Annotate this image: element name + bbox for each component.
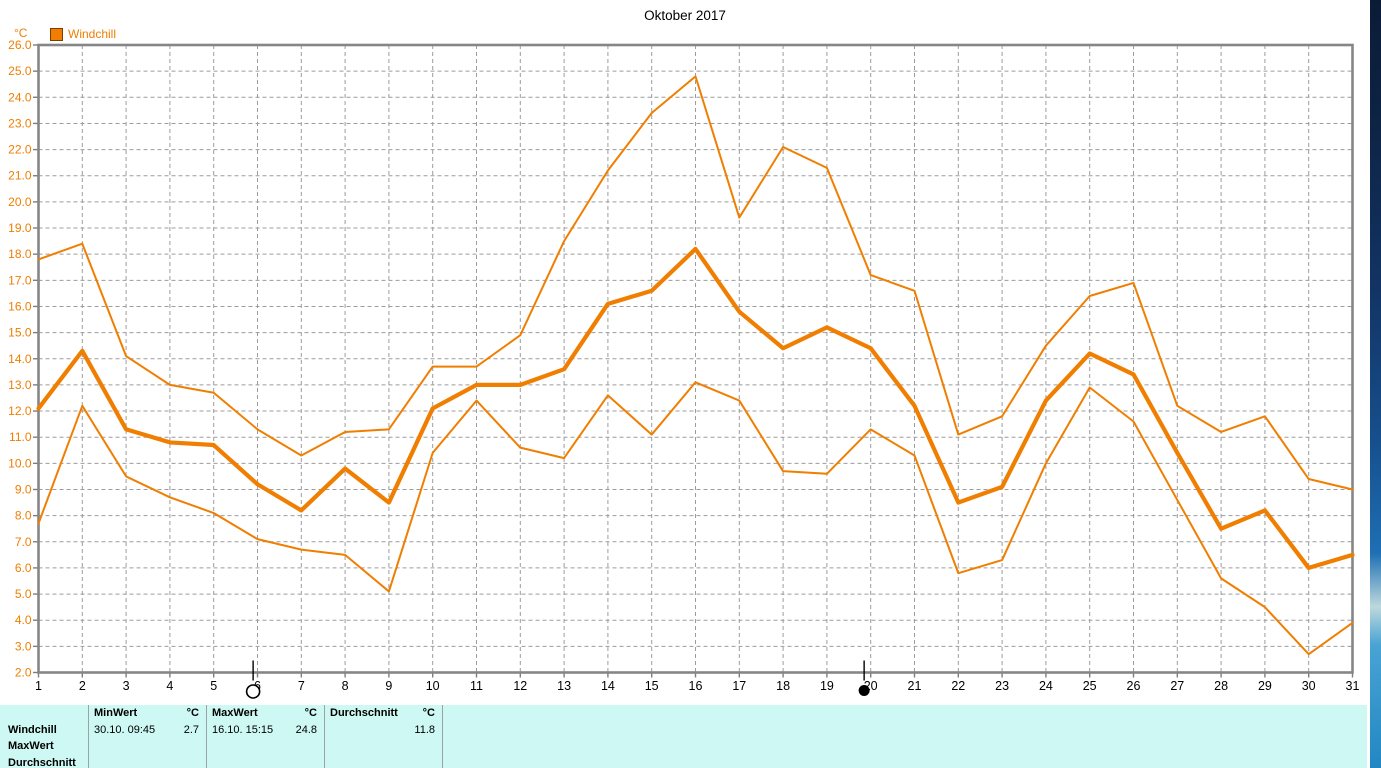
y-axis-labels: 2.0 3.0 4.0 5.0 6.0 7.0 8.0 9.0 10.0 11.0 12.0 13.0… (8, 38, 32, 680)
svg-text:3: 3 (123, 679, 130, 693)
svg-text:22.0: 22.0 (8, 143, 32, 157)
svg-text:14: 14 (601, 679, 615, 693)
durchschnitt-unit: °C (422, 707, 435, 719)
gridlines (38, 45, 1353, 673)
svg-text:28: 28 (1214, 679, 1228, 693)
svg-text:9: 9 (385, 679, 392, 693)
y-axis-unit-label: °C (14, 26, 28, 40)
svg-text:8.0: 8.0 (15, 509, 32, 523)
svg-text:16.0: 16.0 (8, 299, 32, 313)
table-row-label-maxwert: MaxWert (8, 740, 54, 752)
svg-text:17: 17 (732, 679, 746, 693)
svg-text:11: 11 (470, 679, 483, 693)
svg-text:7.0: 7.0 (15, 535, 32, 549)
series-line-maxwert (37, 75, 1354, 491)
svg-text:7: 7 (298, 679, 305, 693)
svg-text:24: 24 (1039, 679, 1053, 693)
table-header-spacer (8, 705, 88, 722)
new-moon-icon (858, 685, 870, 696)
table-row-labels-column: Windchill MaxWert Durchschnitt (0, 705, 88, 768)
maxwert-header: MaxWert (212, 707, 258, 719)
table-column-durchschnitt: Durchschnitt °C 11.8 (324, 705, 442, 768)
svg-text:21.0: 21.0 (8, 169, 32, 183)
moon-phase-markers (245, 660, 870, 699)
minwert-header: MinWert (94, 707, 138, 719)
plot-frame (37, 43, 1354, 674)
full-moon-icon (245, 684, 261, 699)
svg-text:10: 10 (426, 679, 440, 693)
table-empty-column (442, 705, 1367, 768)
svg-text:2.0: 2.0 (15, 666, 32, 680)
svg-text:9.0: 9.0 (15, 482, 32, 496)
svg-text:1: 1 (35, 679, 42, 693)
svg-text:29: 29 (1258, 679, 1272, 693)
maxwert-value: 24.8 (295, 723, 317, 736)
minwert-datetime: 30.10. 09:45 (94, 723, 156, 736)
svg-text:26: 26 (1127, 679, 1141, 693)
svg-text:5.0: 5.0 (15, 587, 32, 601)
svg-text:31: 31 (1346, 679, 1360, 693)
svg-text:8: 8 (342, 679, 349, 693)
svg-text:12.0: 12.0 (8, 404, 32, 418)
svg-text:5: 5 (210, 679, 217, 693)
svg-text:16: 16 (689, 679, 703, 693)
series-line-minwert (37, 381, 1354, 656)
svg-text:26.0: 26.0 (8, 38, 32, 52)
minwert-unit: °C (186, 707, 199, 719)
svg-text:18: 18 (776, 679, 790, 693)
svg-text:15: 15 (645, 679, 659, 693)
axes (33, 43, 1354, 678)
table-column-minwert: MinWert °C 30.10. 09:45 2.7 (88, 705, 206, 768)
windchill-line-chart: 2.0 3.0 4.0 5.0 6.0 7.0 8.0 9.0 10.0 11.0 12.0 13.0… (8, 38, 1359, 699)
durchschnitt-header: Durchschnitt (330, 707, 398, 719)
x-axis-labels: 1234567891011121314151617181920212223242… (35, 679, 1359, 693)
maxwert-unit: °C (304, 707, 317, 719)
svg-text:25: 25 (1083, 679, 1097, 693)
table-row-label-durchschnitt: Durchschnitt (8, 756, 76, 768)
maxwert-datetime: 16.10. 15:15 (212, 723, 274, 736)
svg-text:22: 22 (951, 679, 965, 693)
durchschnitt-value: 11.8 (414, 723, 435, 736)
legend-swatch-icon (50, 27, 63, 41)
svg-text:17.0: 17.0 (8, 273, 32, 287)
svg-text:30: 30 (1302, 679, 1316, 693)
table-row-label-windchill: Windchill (8, 723, 57, 736)
svg-text:4: 4 (166, 679, 173, 693)
svg-text:15.0: 15.0 (8, 326, 32, 340)
svg-text:19.0: 19.0 (8, 221, 32, 235)
page-title: Oktober 2017 (644, 8, 726, 23)
svg-text:11.0: 11.0 (9, 430, 32, 444)
svg-text:18.0: 18.0 (8, 247, 32, 261)
svg-text:12: 12 (513, 679, 527, 693)
svg-text:23: 23 (995, 679, 1009, 693)
svg-text:13: 13 (557, 679, 571, 693)
legend: Windchill (50, 27, 116, 41)
svg-text:4.0: 4.0 (15, 613, 32, 627)
svg-text:6.0: 6.0 (15, 561, 32, 575)
svg-text:20.0: 20.0 (8, 195, 32, 209)
table-column-maxwert: MaxWert °C 16.10. 15:15 24.8 (206, 705, 324, 768)
series-lines (36, 75, 1355, 656)
desktop-background-strip (1370, 0, 1381, 768)
svg-text:19: 19 (820, 679, 834, 693)
series-line-durchschnitt (36, 246, 1355, 571)
svg-text:2: 2 (79, 679, 86, 693)
svg-text:21: 21 (908, 679, 922, 693)
statistics-table: Windchill MaxWert Durchschnitt MinWert °… (0, 705, 1367, 768)
svg-text:23.0: 23.0 (8, 116, 32, 130)
svg-text:10.0: 10.0 (8, 456, 32, 470)
svg-text:3.0: 3.0 (15, 639, 32, 653)
legend-label: Windchill (68, 27, 117, 41)
svg-text:25.0: 25.0 (8, 64, 32, 78)
svg-text:27: 27 (1170, 679, 1184, 693)
svg-text:13.0: 13.0 (8, 378, 32, 392)
svg-text:24.0: 24.0 (8, 90, 32, 104)
svg-text:14.0: 14.0 (8, 352, 32, 366)
minwert-value: 2.7 (183, 723, 199, 736)
